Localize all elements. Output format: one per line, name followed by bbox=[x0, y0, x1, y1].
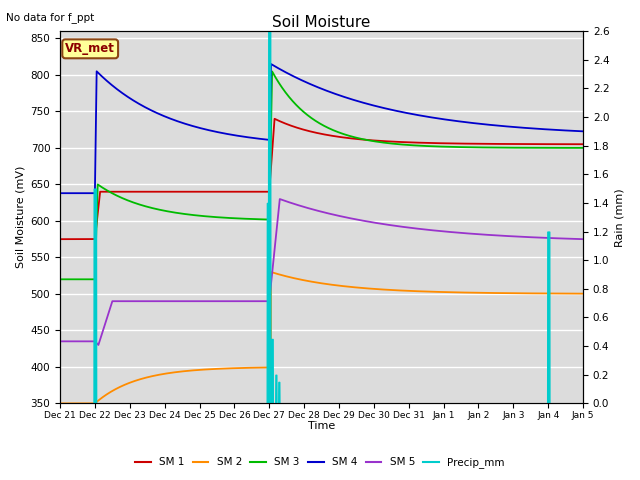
Legend: SM 1, SM 2, SM 3, SM 4, SM 5, Precip_mm: SM 1, SM 2, SM 3, SM 4, SM 5, Precip_mm bbox=[131, 453, 509, 472]
X-axis label: Time: Time bbox=[308, 421, 335, 432]
Text: No data for f_ppt: No data for f_ppt bbox=[6, 12, 95, 23]
Text: VR_met: VR_met bbox=[65, 42, 115, 55]
Y-axis label: Soil Moisture (mV): Soil Moisture (mV) bbox=[15, 166, 25, 268]
Y-axis label: Rain (mm): Rain (mm) bbox=[615, 188, 625, 247]
Title: Soil Moisture: Soil Moisture bbox=[273, 15, 371, 30]
